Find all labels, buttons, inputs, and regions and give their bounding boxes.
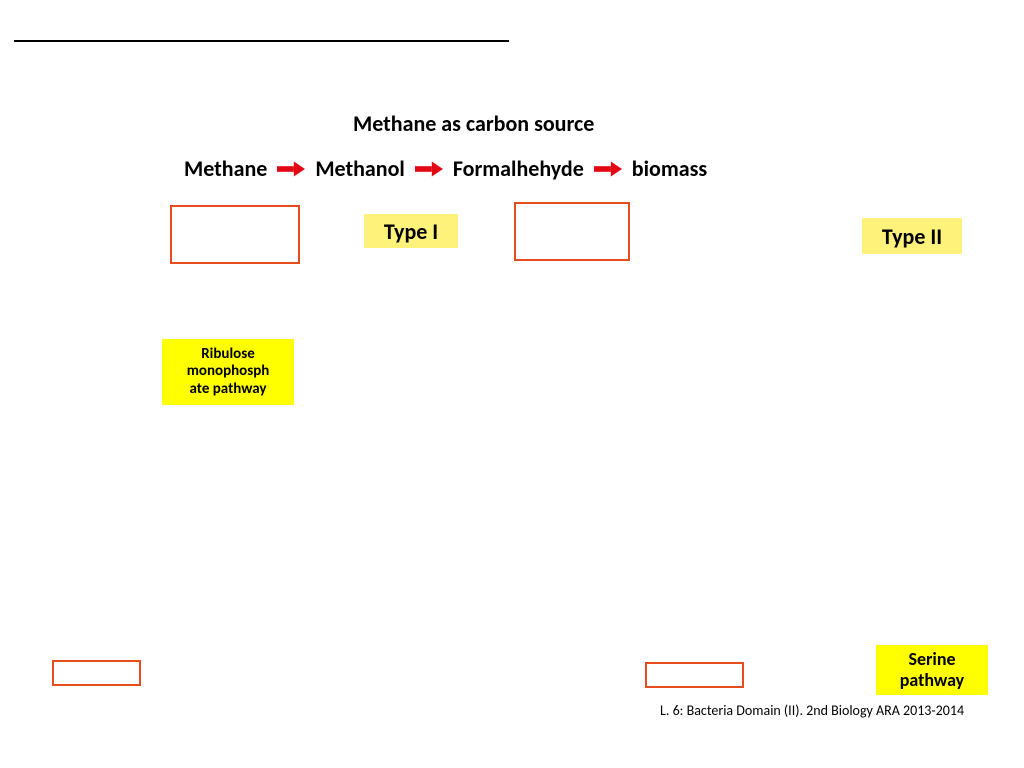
yellow-label-line: Serine [908,649,955,670]
arrow-right-icon [594,162,622,176]
top-horizontal-rule [14,40,509,42]
arrow-right-icon [277,162,305,176]
outline-box [514,202,630,261]
footer-caption: L. 6: Bacteria Domain (II). 2nd Biology … [660,702,964,719]
yellow-label: Ribulosemonophosphate pathway [162,339,294,405]
flow-item: biomass [632,155,707,182]
slide-title: Methane as carbon source [353,110,594,137]
yellow-label: Type I [364,214,458,248]
outline-box [170,205,300,264]
outline-box [645,662,744,688]
yellow-label: Type II [862,218,962,254]
yellow-label-line: ate pathway [190,381,267,398]
yellow-label-line: Ribulose [201,346,255,363]
yellow-label-line: pathway [900,670,964,691]
slide: Methane as carbon source Methane Methanol… [0,0,1024,768]
yellow-label-line: monophosph [187,363,270,380]
flow-item: Methane [184,155,267,182]
yellow-label: Serinepathway [876,645,988,695]
flow-item: Methanol [315,155,404,182]
flow-item: Formalhehyde [453,155,584,182]
arrow-right-icon [415,162,443,176]
outline-box [52,660,141,686]
reaction-flow: Methane Methanol Formalhehyde biomass [184,155,707,182]
